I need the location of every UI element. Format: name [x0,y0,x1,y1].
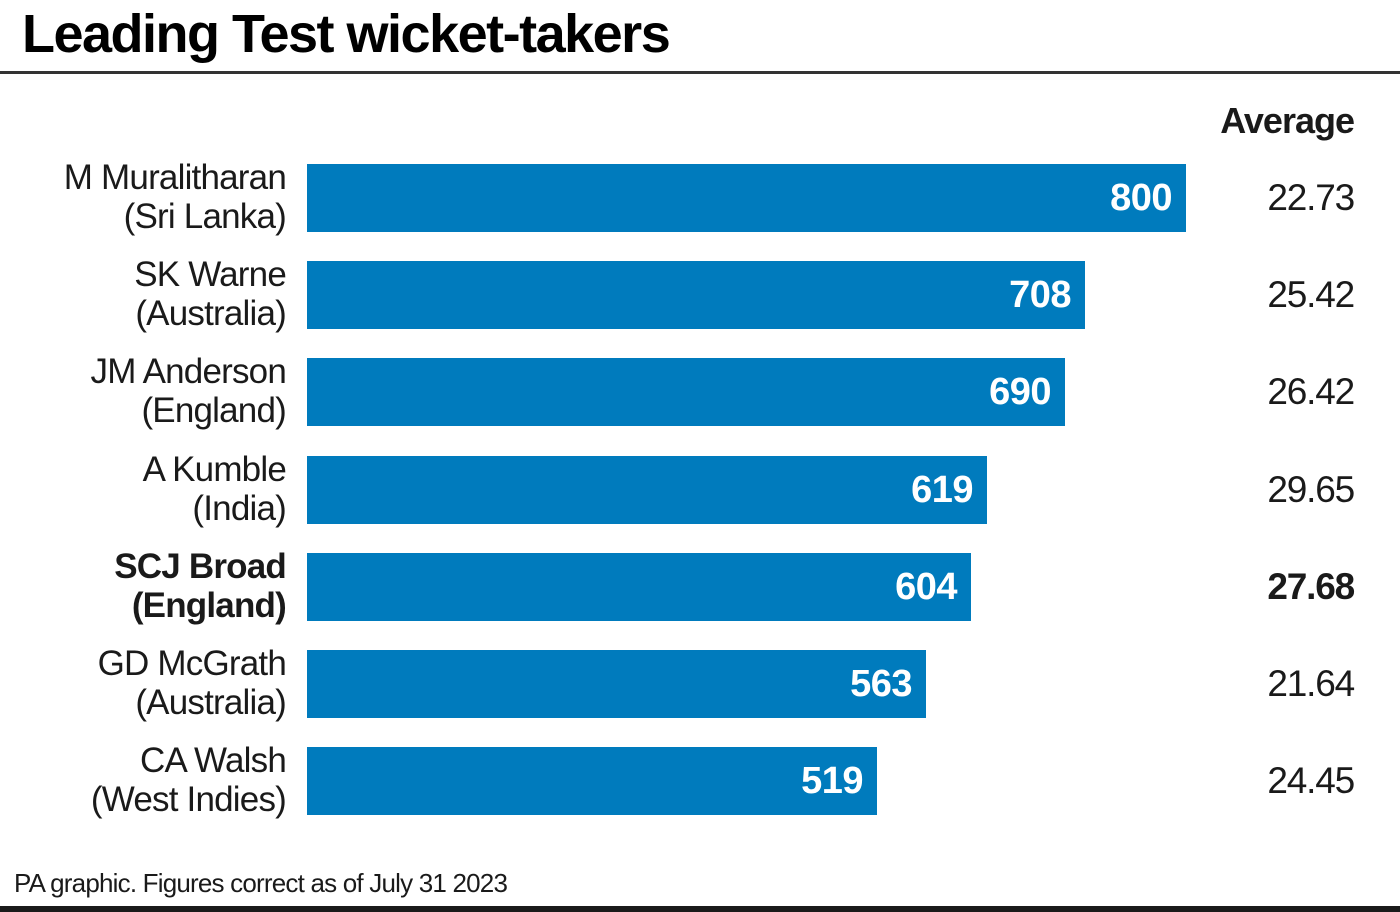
wickets-value: 619 [911,468,973,511]
player-name: JM Anderson [90,352,287,392]
player-name: GD McGrath [97,644,287,683]
player-country: (England) [141,391,286,431]
average-column-header: Average [1220,100,1355,141]
bar-row: GD McGrath (Australia) 563 21.64 [0,644,1400,722]
player-name: M Muralitharan [63,158,287,197]
bar-row: M Muralitharan (Sri Lanka) 800 22.73 [0,158,1400,236]
player-country: (Sri Lanka) [123,197,287,236]
wickets-bar: 708 [307,261,1085,330]
average-value: 26.42 [1267,371,1355,413]
player-name: CA Walsh [140,741,287,781]
bar-row: A Kumble (India) 619 29.65 [0,450,1400,528]
wickets-value: 563 [850,663,912,705]
average-value: 21.64 [1267,663,1355,704]
source-note: PA graphic. Figures correct as of July 3… [14,868,508,898]
player-country: (Australia) [135,683,286,722]
bar-row: SK Warne (Australia) 708 25.42 [0,255,1400,333]
player-country: (India) [192,488,286,528]
player-label: SCJ Broad (England) [114,546,287,625]
chart-title: Leading Test wicket-takers [22,4,671,64]
bar-row: JM Anderson (England) 690 26.42 [0,352,1400,430]
bar-row: SCJ Broad (England) 604 27.68 [0,547,1400,625]
wickets-bar: 563 [307,650,926,718]
player-country: (England) [131,585,287,625]
average-value: 25.42 [1267,274,1355,316]
player-country: (Australia) [135,294,286,334]
average-value: 29.65 [1267,468,1355,510]
wickets-value: 800 [1110,177,1172,219]
player-label: A Kumble (India) [142,449,287,528]
player-label: CA Walsh (West Indies) [90,741,287,820]
wickets-value: 519 [801,760,863,803]
wickets-bar: 519 [307,747,877,816]
wickets-value: 690 [989,371,1051,414]
player-name: SK Warne [134,255,287,295]
player-label: SK Warne (Australia) [134,255,287,334]
bottom-divider [0,906,1400,912]
player-name: A Kumble [142,449,287,489]
wickets-bar: 800 [307,164,1186,232]
player-label: GD McGrath (Australia) [97,644,287,722]
player-country: (West Indies) [90,780,287,820]
player-name: SCJ Broad [114,546,287,586]
average-value: 27.68 [1267,565,1355,607]
title-divider [0,71,1400,74]
wickets-bar: 604 [307,552,971,621]
wickets-bar: 619 [307,455,987,524]
wickets-bar: 690 [307,358,1065,427]
player-label: JM Anderson (England) [90,352,287,431]
bar-row: CA Walsh (West Indies) 519 24.45 [0,741,1400,819]
player-label: M Muralitharan (Sri Lanka) [63,158,287,236]
wickets-value: 604 [895,565,957,608]
average-value: 22.73 [1267,177,1355,218]
wickets-value: 708 [1009,274,1071,317]
average-value: 24.45 [1267,760,1355,802]
